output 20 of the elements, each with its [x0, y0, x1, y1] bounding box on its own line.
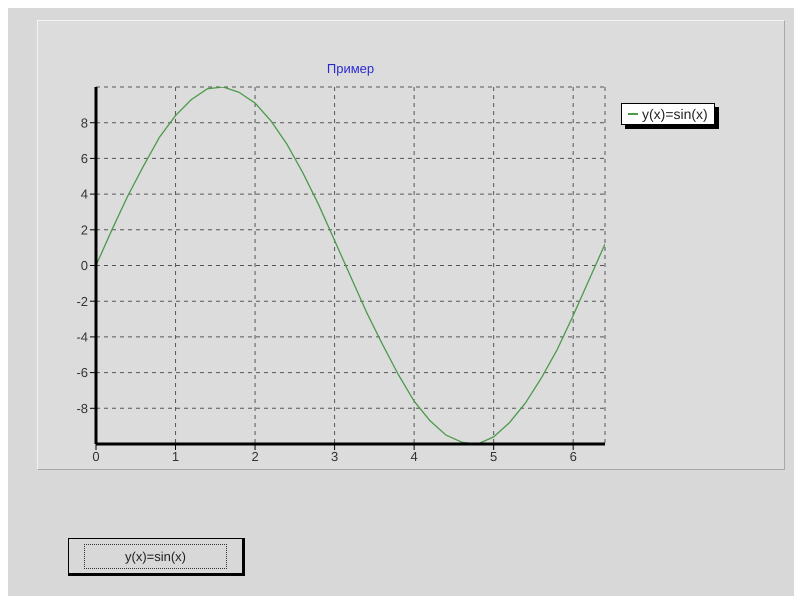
- x-tick-label: 6: [570, 449, 577, 464]
- y-tick-label: 0: [80, 258, 88, 274]
- x-tick-label: 4: [410, 449, 418, 464]
- chart-title: Пример: [326, 61, 376, 76]
- y-tick-label: 8: [80, 115, 88, 130]
- x-tick-label: 5: [490, 449, 498, 464]
- x-tick-label: 0: [92, 449, 100, 464]
- y-tick-label: -4: [76, 330, 88, 345]
- y-tick-label: 6: [80, 151, 88, 166]
- x-tick-label: 2: [251, 449, 259, 464]
- y-tick-label: -6: [76, 365, 88, 380]
- y-tick-label: -2: [76, 294, 88, 309]
- y-tick-label: -8: [76, 400, 88, 416]
- push-button: y(x)=sin(x): [68, 538, 245, 576]
- legend-label: y(x)=sin(x): [642, 106, 708, 122]
- y-tick-label: 4: [80, 186, 88, 202]
- x-tick-label: 3: [330, 449, 338, 464]
- x-tick-label: 1: [172, 449, 180, 464]
- line-series: [96, 87, 605, 444]
- y-tick-label: 2: [80, 222, 88, 238]
